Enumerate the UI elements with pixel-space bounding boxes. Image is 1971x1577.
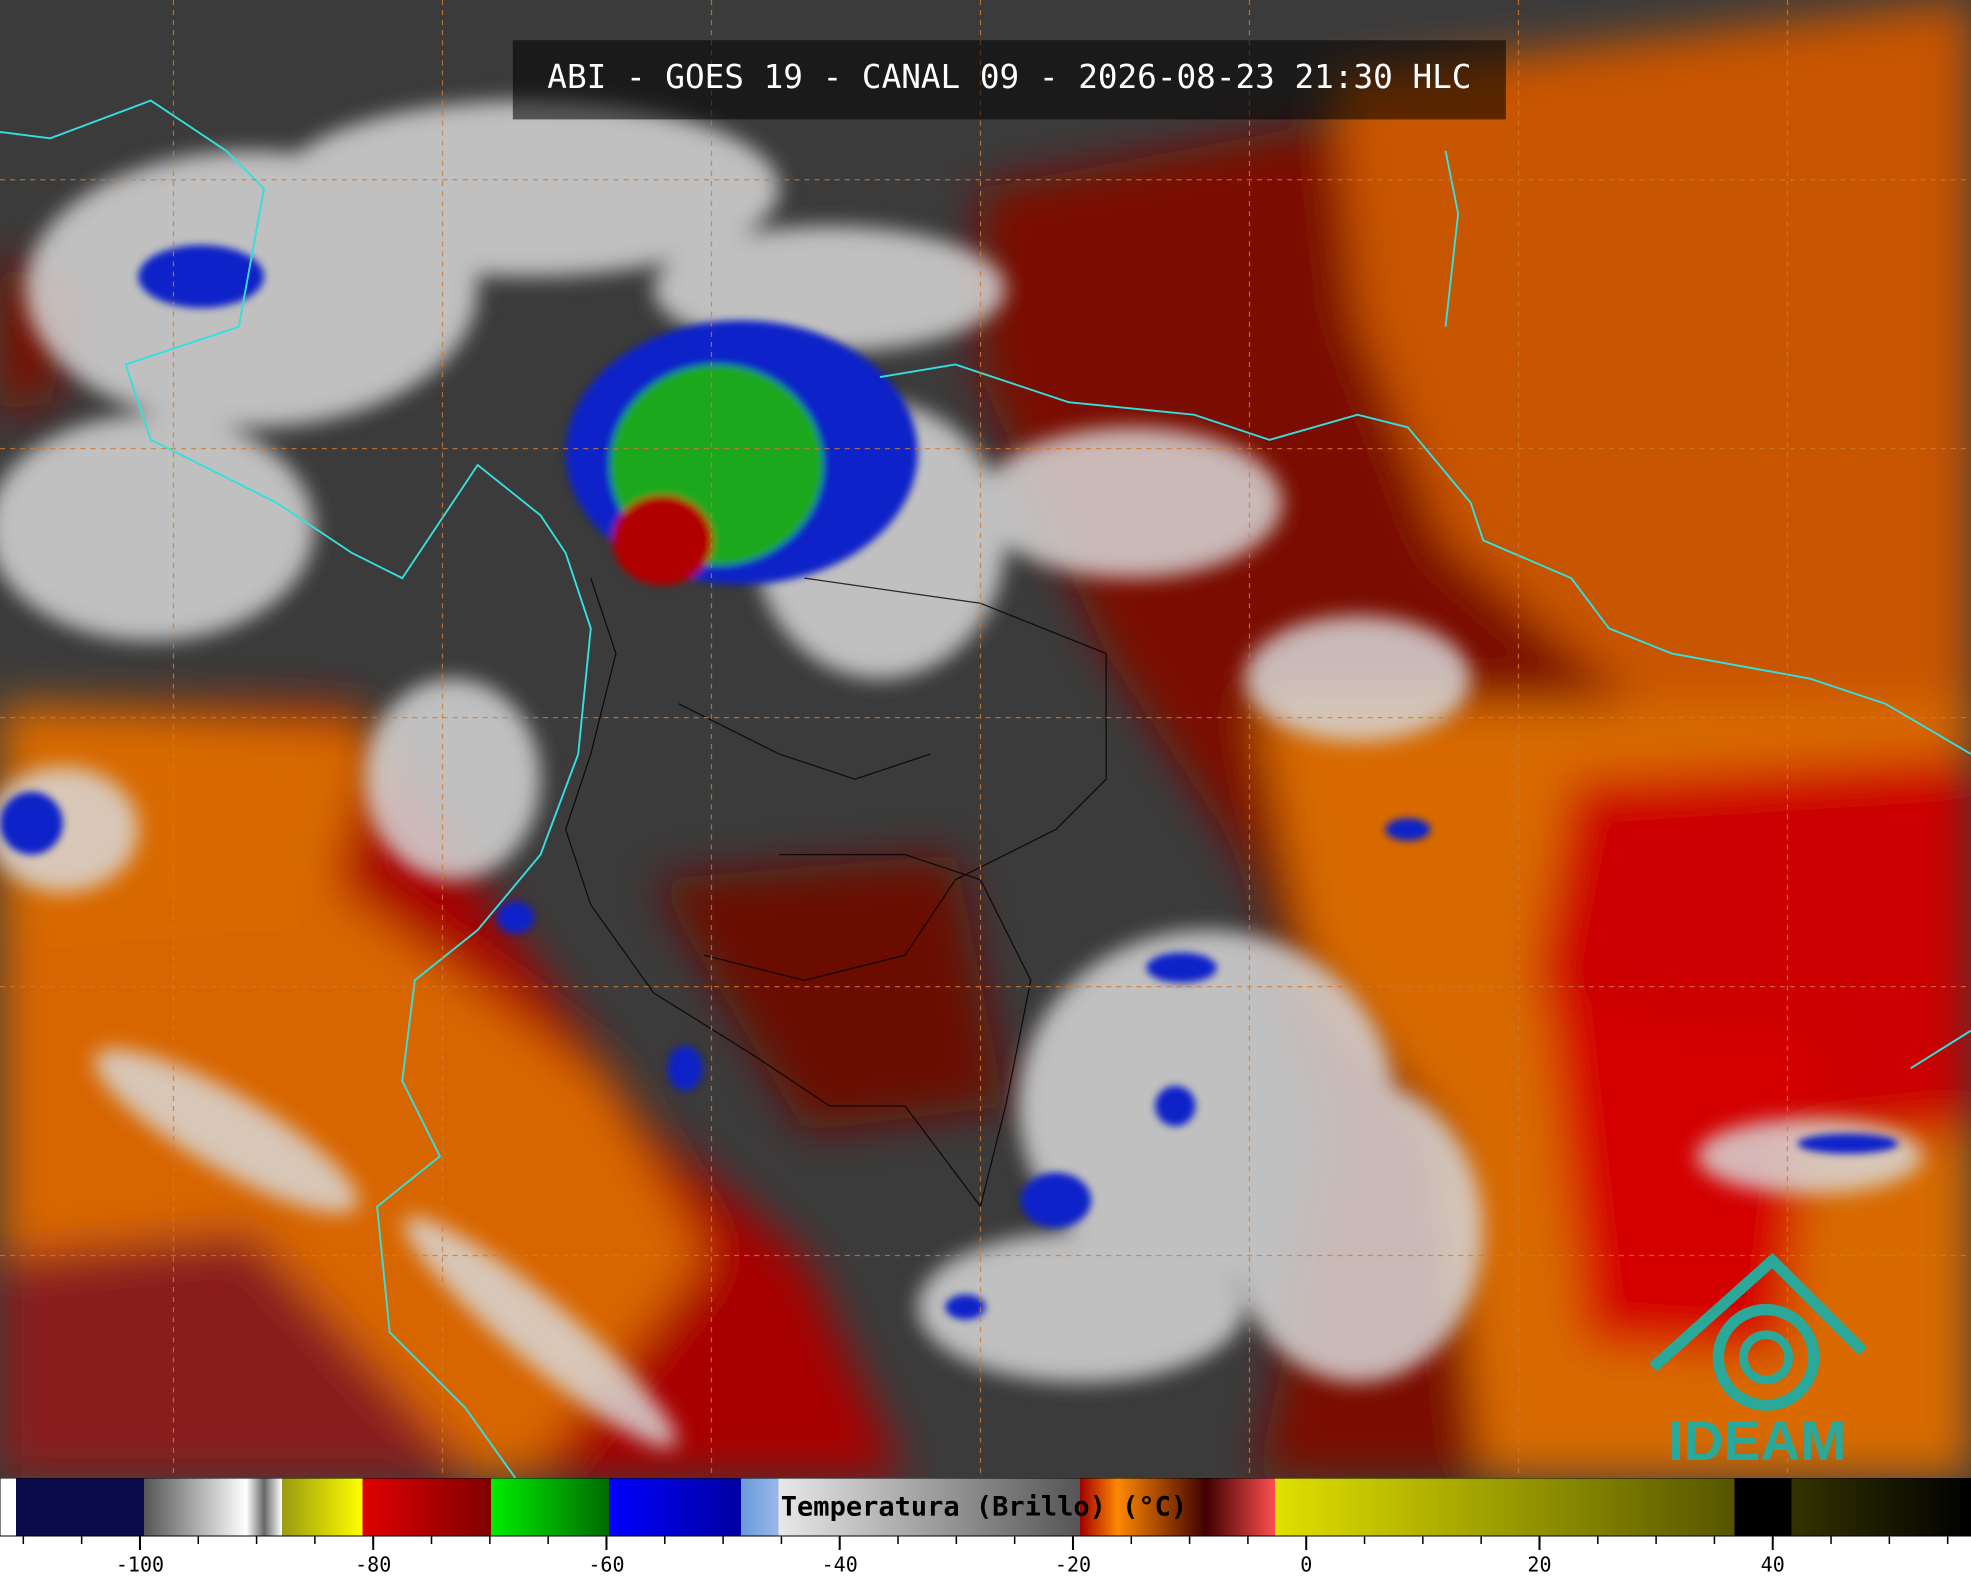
tick-label: 20 [1527, 1553, 1551, 1577]
colorbar: Temperatura (Brillo) (°C) -100 -80 -60 -40 -… [0, 1478, 1971, 1577]
title: ABI - GOES 19 - CANAL 09 - 2026-08-23 21… [547, 58, 1471, 96]
logo: IDEAM [1649, 1252, 1867, 1472]
tick-label: -100 [116, 1553, 164, 1577]
tick-label: 0 [1300, 1553, 1312, 1577]
satellite-image: ABI - GOES 19 - CANAL 09 - 2026-08-23 21… [0, 0, 1971, 1478]
colorbar-label: Temperatura (Brillo) (°C) [781, 1492, 1187, 1523]
tick-label: 40 [1761, 1553, 1785, 1577]
tick-label: -80 [355, 1553, 391, 1577]
logo-text: IDEAM [1668, 1410, 1846, 1472]
tick-label: -20 [1055, 1553, 1091, 1577]
tick-label: -60 [588, 1553, 624, 1577]
title-box [512, 40, 1506, 120]
tick-label: -40 [822, 1553, 858, 1577]
colorbar-scale [0, 1478, 1971, 1537]
